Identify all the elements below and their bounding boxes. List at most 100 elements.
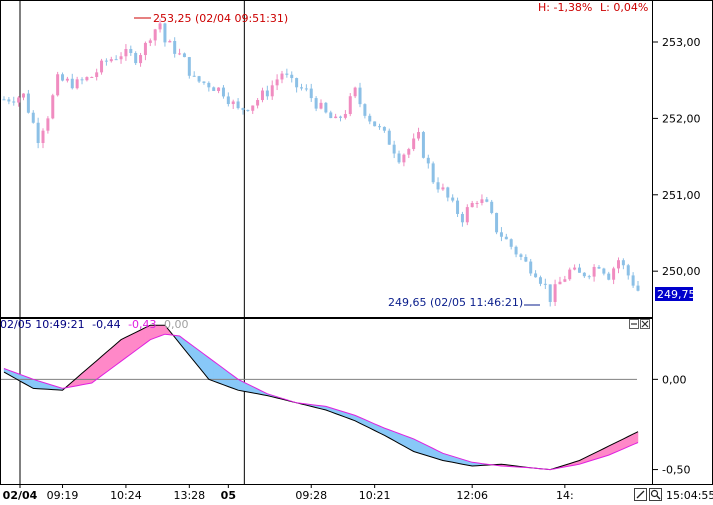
header-low-stat: L: 0,04%: [600, 1, 648, 14]
right-axis-border: [652, 0, 713, 485]
candle-body: [22, 93, 26, 98]
high-annotation: 253,25 (02/04 09:51:31): [153, 12, 288, 25]
candle-body: [187, 57, 191, 76]
oscillator-legend: 02/05 10:49:21 -0,44 -0,43 0,00: [0, 318, 189, 331]
candle-body: [426, 157, 430, 164]
candle-body: [490, 201, 494, 213]
candle-body: [46, 118, 50, 131]
candle-body: [431, 163, 435, 183]
candle-body: [421, 132, 425, 158]
candle-body: [90, 76, 94, 78]
candle-body: [626, 265, 630, 276]
price-candles: [2, 18, 640, 307]
candle-body: [378, 126, 382, 128]
candle-body: [485, 199, 489, 202]
price-tick-label: 250,00: [662, 265, 701, 278]
candle-body: [558, 281, 562, 285]
candle-body: [631, 275, 635, 286]
candle-body: [2, 99, 6, 101]
time-readout: 15:04:55: [666, 489, 713, 502]
candle-body: [451, 197, 455, 201]
candle-body: [514, 246, 518, 255]
zoom-icon[interactable]: [649, 488, 662, 501]
candle-body: [529, 261, 533, 274]
candle-body: [563, 279, 567, 282]
candle-body: [256, 100, 260, 106]
candle-body: [129, 49, 133, 53]
candle-body: [621, 260, 625, 266]
candle-body: [373, 121, 377, 127]
legend-value-1: -0,44: [92, 318, 120, 331]
candle-body: [290, 74, 294, 79]
low-annotation: 249,65 (02/05 11:46:21): [388, 296, 523, 309]
candle-body: [309, 88, 313, 99]
candle-body: [553, 284, 557, 302]
candle-body: [207, 82, 211, 88]
candle-body: [163, 23, 167, 43]
candle-body: [573, 267, 577, 270]
candle-body: [61, 74, 65, 81]
candle-body: [241, 108, 245, 110]
candle-body: [480, 199, 484, 203]
candle-body: [495, 212, 499, 233]
candle-body: [182, 53, 186, 58]
legend-value-2: -0,43: [128, 318, 156, 331]
candle-body: [202, 81, 206, 83]
candle-body: [212, 87, 216, 92]
candle-body: [285, 73, 289, 75]
candle-body: [577, 267, 581, 273]
oscillator-lines: [1, 324, 639, 471]
candle-body: [592, 266, 596, 277]
x-tick-label: 09:19: [47, 489, 79, 502]
candle-body: [314, 98, 318, 109]
candle-body: [17, 97, 21, 103]
candle-body: [392, 144, 396, 154]
candle-body: [417, 132, 421, 139]
candle-body: [548, 284, 552, 302]
candle-body: [192, 75, 196, 77]
candle-body: [104, 60, 108, 62]
candle-body: [607, 273, 611, 280]
candle-body: [295, 78, 299, 88]
candle-body: [85, 77, 89, 81]
price-grid: [19, 1, 245, 484]
candle-body: [612, 268, 616, 280]
candle-body: [299, 87, 303, 89]
candle-body: [343, 114, 347, 118]
x-tick-label: 05: [221, 489, 236, 502]
candle-body: [100, 60, 104, 73]
close-panel-icon[interactable]: [640, 319, 650, 329]
legend-time: 02/05 10:49:21: [0, 318, 85, 331]
candle-body: [178, 53, 182, 55]
candle-body: [304, 88, 308, 90]
candle-body: [353, 87, 357, 97]
candle-body: [358, 87, 362, 105]
candle-body: [470, 202, 474, 208]
candle-body: [382, 126, 386, 131]
candle-body: [65, 78, 69, 81]
candle-body: [397, 153, 401, 163]
candle-body: [538, 277, 542, 284]
candle-body: [270, 85, 274, 97]
candle-body: [265, 90, 269, 97]
candle-body: [231, 101, 235, 105]
candle-body: [504, 236, 508, 240]
candle-body: [329, 112, 333, 119]
x-tick-label: 10:21: [359, 489, 391, 502]
candle-body: [402, 154, 406, 163]
candle-body: [509, 239, 513, 247]
candle-body: [616, 260, 620, 269]
candle-body: [143, 42, 147, 56]
candle-body: [436, 182, 440, 190]
x-tick-label: 10:24: [110, 489, 142, 502]
edit-icon[interactable]: [634, 488, 647, 501]
candle-body: [582, 272, 586, 277]
candle-body: [275, 79, 279, 86]
candle-body: [543, 283, 547, 285]
candle-body: [456, 200, 460, 214]
price-axis: 250,00 251,00 252,00 253,00: [653, 36, 701, 278]
candle-body: [26, 93, 30, 113]
minimize-panel-icon[interactable]: [629, 319, 639, 329]
candle-body: [168, 40, 172, 43]
x-tick-label: 09:28: [295, 489, 327, 502]
